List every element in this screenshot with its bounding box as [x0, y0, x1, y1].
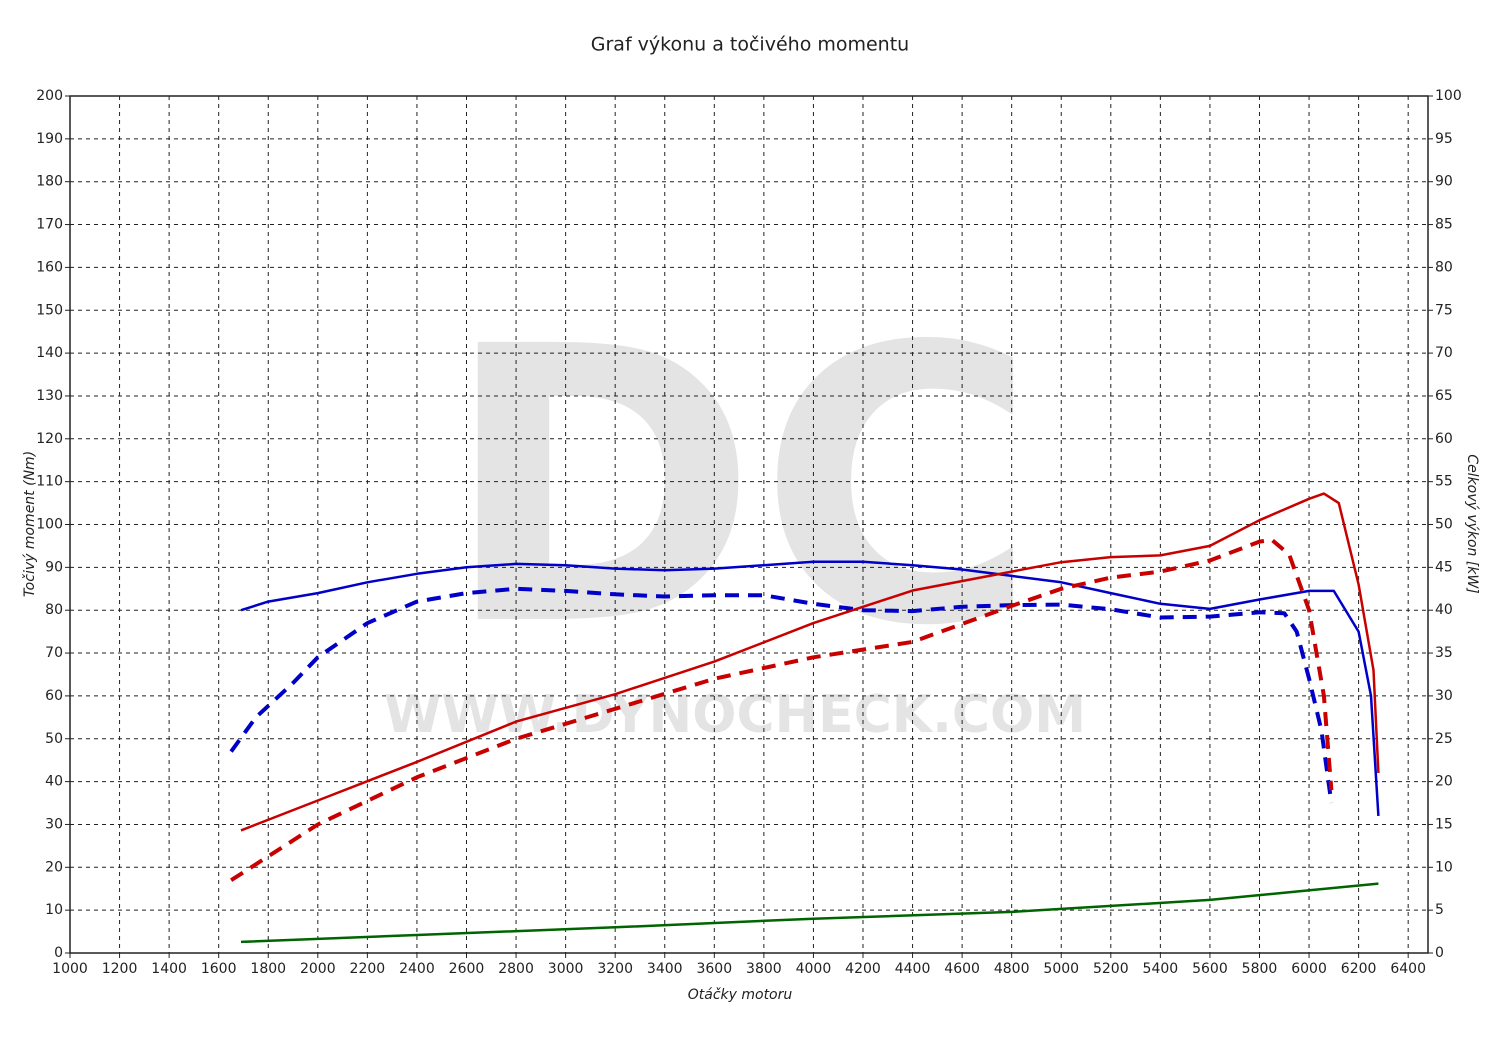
x-tick-label: 5800 [1242, 961, 1278, 977]
y-tick-label: 150 [36, 302, 63, 318]
x-tick-label: 4400 [895, 961, 931, 977]
y-tick-label: 60 [45, 688, 63, 704]
y-tick-label: 170 [36, 217, 63, 233]
y2-tick-label: 55 [1435, 474, 1453, 490]
y2-tick-label: 100 [1435, 88, 1462, 104]
y-axis-title: Točivý moment (Nm) [22, 451, 38, 597]
watermark-url: WWW.DYNOCHECK.COM [384, 685, 1086, 745]
x-tick-label: 3800 [746, 961, 782, 977]
y2-tick-label: 0 [1435, 945, 1444, 961]
watermark: DC WWW.DYNOCHECK.COM [384, 266, 1086, 745]
watermark-logo: DC [443, 266, 1037, 709]
x-tick-label: 2400 [399, 961, 435, 977]
y-tick-label: 110 [36, 474, 63, 490]
y-tick-label: 90 [45, 559, 63, 575]
x-tick-label: 1600 [201, 961, 237, 977]
y-tick-label: 100 [36, 517, 63, 533]
y-tick-label: 50 [45, 731, 63, 747]
y2-tick-label: 20 [1435, 774, 1453, 790]
x-tick-label: 4000 [796, 961, 832, 977]
x-tick-label: 3600 [696, 961, 732, 977]
y2-tick-label: 70 [1435, 345, 1453, 361]
x-tick-label: 5400 [1143, 961, 1179, 977]
y2-tick-label: 90 [1435, 174, 1453, 190]
y-tick-label: 180 [36, 174, 63, 190]
x-tick-label: 4200 [845, 961, 881, 977]
y2-tick-label: 10 [1435, 859, 1453, 875]
y2-tick-label: 15 [1435, 816, 1453, 832]
x-tick-label: 2200 [350, 961, 386, 977]
x-axis-title: Otáčky motoru [688, 987, 793, 1003]
y2-tick-label: 65 [1435, 388, 1453, 404]
y2-tick-label: 30 [1435, 688, 1453, 704]
y-tick-label: 190 [36, 131, 63, 147]
y2-tick-label: 60 [1435, 431, 1453, 447]
plot-frame [69, 95, 1429, 954]
x-tick-label: 4800 [994, 961, 1030, 977]
y2-tick-label: 25 [1435, 731, 1453, 747]
y2-tick-label: 40 [1435, 602, 1453, 618]
y2-tick-label: 45 [1435, 559, 1453, 575]
x-tick-label: 5000 [1043, 961, 1079, 977]
x-tick-label: 4600 [944, 961, 980, 977]
line-series [240, 882, 1379, 944]
y-tick-label: 80 [45, 602, 63, 618]
y-tick-label: 120 [36, 431, 63, 447]
x-tick-label: 6200 [1341, 961, 1377, 977]
x-tick-label: 5600 [1192, 961, 1228, 977]
line-series [240, 560, 1380, 816]
x-tick-label: 2800 [498, 961, 534, 977]
y2-tick-label: 50 [1435, 517, 1453, 533]
y-tick-label: 140 [36, 345, 63, 361]
y2-tick-label: 75 [1435, 302, 1453, 318]
x-tick-label: 2600 [449, 961, 485, 977]
y-tick-label: 70 [45, 645, 63, 661]
line-series [240, 492, 1380, 832]
x-tick-label: 1000 [52, 961, 88, 977]
x-tick-label: 5200 [1093, 961, 1129, 977]
x-tick-label: 6400 [1390, 961, 1426, 977]
y-tick-label: 160 [36, 259, 63, 275]
y2-tick-label: 95 [1435, 131, 1453, 147]
x-tick-label: 1400 [151, 961, 187, 977]
y2-tick-label: 85 [1435, 217, 1453, 233]
x-tick-label: 1200 [102, 961, 138, 977]
x-tick-label: 1800 [250, 961, 286, 977]
y-tick-label: 20 [45, 859, 63, 875]
y-tick-label: 10 [45, 902, 63, 918]
y-tick-label: 200 [36, 88, 63, 104]
x-tick-label: 3200 [597, 961, 633, 977]
y-tick-label: 30 [45, 816, 63, 832]
x-tick-label: 6000 [1291, 961, 1327, 977]
y-tick-label: 0 [54, 945, 63, 961]
chart-title: Graf výkonu a točivého momentu [591, 34, 909, 56]
x-tick-label: 3400 [647, 961, 683, 977]
y2-tick-label: 35 [1435, 645, 1453, 661]
line-series [229, 586, 1334, 804]
line-series [230, 537, 1334, 882]
y2-tick-label: 5 [1435, 902, 1444, 918]
y2-axis-title: Celkový výkon [kW] [1464, 454, 1480, 593]
y2-tick-label: 80 [1435, 259, 1453, 275]
x-tick-label: 2000 [300, 961, 336, 977]
y-tick-label: 40 [45, 774, 63, 790]
x-tick-label: 3000 [548, 961, 584, 977]
y-tick-label: 130 [36, 388, 63, 404]
